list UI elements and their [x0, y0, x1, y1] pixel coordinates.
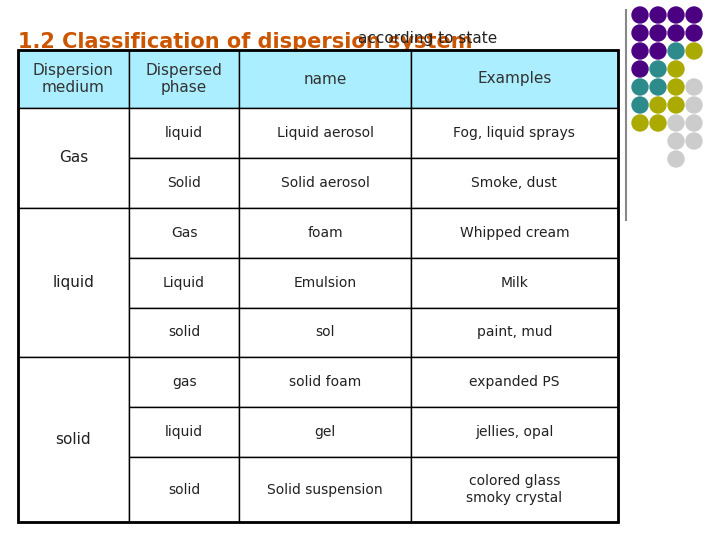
FancyBboxPatch shape: [18, 108, 129, 208]
FancyBboxPatch shape: [129, 208, 240, 258]
FancyBboxPatch shape: [240, 208, 411, 258]
Circle shape: [650, 7, 666, 23]
FancyBboxPatch shape: [240, 50, 411, 108]
Text: gas: gas: [172, 375, 197, 389]
Text: sol: sol: [315, 326, 335, 340]
Text: Fog, liquid sprays: Fog, liquid sprays: [454, 126, 575, 140]
Text: solid: solid: [55, 432, 91, 447]
Text: Gas: Gas: [171, 226, 197, 240]
Text: foam: foam: [307, 226, 343, 240]
Circle shape: [632, 97, 648, 113]
FancyBboxPatch shape: [411, 208, 618, 258]
Text: Liquid aerosol: Liquid aerosol: [276, 126, 374, 140]
Text: 1.2 Classification of dispersion system: 1.2 Classification of dispersion system: [18, 32, 472, 52]
Circle shape: [686, 97, 702, 113]
Circle shape: [668, 25, 684, 41]
Text: jellies, opal: jellies, opal: [475, 425, 554, 439]
Text: Solid suspension: Solid suspension: [267, 483, 383, 497]
Circle shape: [650, 79, 666, 95]
Text: gel: gel: [315, 425, 336, 439]
FancyBboxPatch shape: [240, 108, 411, 158]
Text: name: name: [303, 71, 347, 86]
Text: liquid: liquid: [53, 275, 94, 290]
Circle shape: [650, 43, 666, 59]
FancyBboxPatch shape: [411, 108, 618, 158]
Circle shape: [686, 25, 702, 41]
Circle shape: [632, 61, 648, 77]
Text: Milk: Milk: [500, 275, 528, 289]
Text: liquid: liquid: [165, 425, 203, 439]
Circle shape: [686, 79, 702, 95]
Text: Solid aerosol: Solid aerosol: [281, 176, 369, 190]
FancyBboxPatch shape: [18, 50, 129, 108]
Text: colored glass
smoky crystal: colored glass smoky crystal: [467, 475, 562, 505]
Circle shape: [686, 115, 702, 131]
FancyBboxPatch shape: [129, 50, 240, 108]
Circle shape: [668, 79, 684, 95]
Circle shape: [668, 61, 684, 77]
Text: Dispersion
medium: Dispersion medium: [33, 63, 114, 95]
FancyBboxPatch shape: [240, 357, 411, 407]
Text: Liquid: Liquid: [163, 275, 205, 289]
FancyBboxPatch shape: [18, 357, 129, 522]
FancyBboxPatch shape: [411, 258, 618, 307]
Text: solid: solid: [168, 483, 200, 497]
FancyBboxPatch shape: [411, 357, 618, 407]
Text: solid foam: solid foam: [289, 375, 361, 389]
Circle shape: [632, 7, 648, 23]
Text: Gas: Gas: [59, 150, 88, 165]
FancyBboxPatch shape: [240, 407, 411, 457]
Text: Smoke, dust: Smoke, dust: [472, 176, 557, 190]
Text: Solid: Solid: [167, 176, 201, 190]
FancyBboxPatch shape: [129, 407, 240, 457]
Text: Examples: Examples: [477, 71, 552, 86]
FancyBboxPatch shape: [240, 158, 411, 208]
Circle shape: [668, 133, 684, 149]
FancyBboxPatch shape: [411, 158, 618, 208]
Circle shape: [632, 43, 648, 59]
Circle shape: [668, 43, 684, 59]
Text: paint, mud: paint, mud: [477, 326, 552, 340]
FancyBboxPatch shape: [129, 457, 240, 522]
Text: expanded PS: expanded PS: [469, 375, 559, 389]
FancyBboxPatch shape: [411, 457, 618, 522]
Circle shape: [650, 97, 666, 113]
Circle shape: [632, 115, 648, 131]
Circle shape: [650, 61, 666, 77]
Text: Dispersed
phase: Dispersed phase: [145, 63, 222, 95]
Circle shape: [668, 97, 684, 113]
FancyBboxPatch shape: [240, 307, 411, 357]
FancyBboxPatch shape: [411, 307, 618, 357]
Circle shape: [650, 115, 666, 131]
Circle shape: [650, 25, 666, 41]
FancyBboxPatch shape: [240, 457, 411, 522]
FancyBboxPatch shape: [240, 258, 411, 307]
FancyBboxPatch shape: [129, 307, 240, 357]
Circle shape: [632, 79, 648, 95]
FancyBboxPatch shape: [129, 158, 240, 208]
Circle shape: [686, 7, 702, 23]
FancyBboxPatch shape: [129, 258, 240, 307]
FancyBboxPatch shape: [18, 208, 129, 357]
Text: Whipped cream: Whipped cream: [459, 226, 570, 240]
Text: liquid: liquid: [165, 126, 203, 140]
Circle shape: [632, 25, 648, 41]
FancyBboxPatch shape: [411, 50, 618, 108]
Text: Emulsion: Emulsion: [294, 275, 356, 289]
Text: according to state: according to state: [359, 31, 498, 46]
FancyBboxPatch shape: [411, 407, 618, 457]
Circle shape: [668, 115, 684, 131]
Circle shape: [668, 151, 684, 167]
Circle shape: [686, 133, 702, 149]
Circle shape: [668, 7, 684, 23]
Text: solid: solid: [168, 326, 200, 340]
FancyBboxPatch shape: [129, 357, 240, 407]
Circle shape: [686, 43, 702, 59]
FancyBboxPatch shape: [129, 108, 240, 158]
